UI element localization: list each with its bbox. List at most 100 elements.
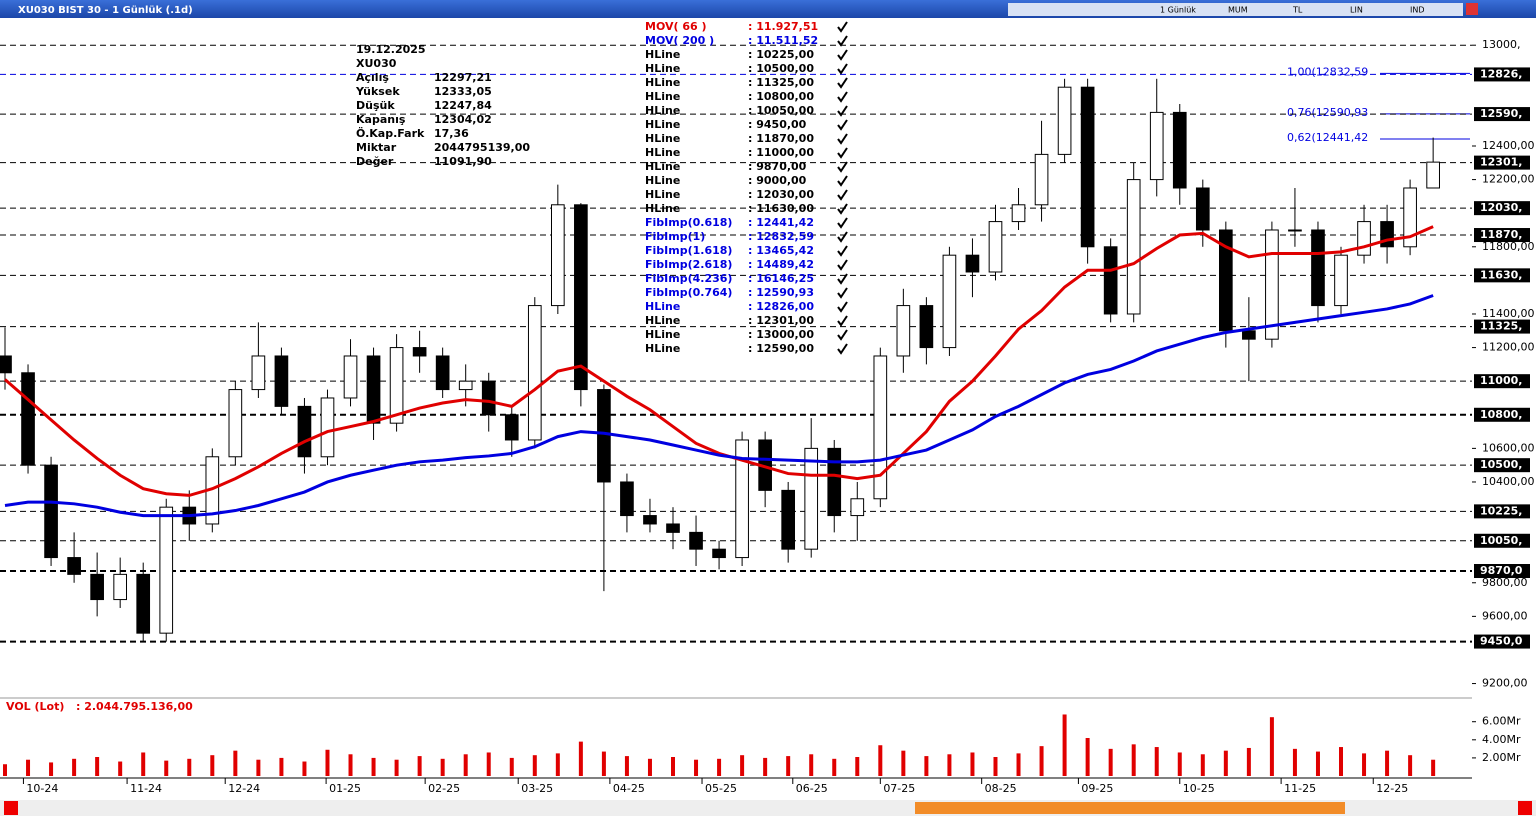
legend-value: : 9450,00	[748, 118, 807, 131]
info-key: Düşük	[356, 99, 395, 112]
ma-line	[4, 294, 1434, 518]
volume-bar	[325, 749, 330, 776]
level-box	[1474, 458, 1530, 473]
candle-body	[781, 489, 796, 550]
candle-body	[0, 355, 12, 374]
level-box-label: 10800,	[1480, 408, 1522, 421]
toolbar-item[interactable]: 1 Günlük	[1160, 6, 1196, 15]
candle-body	[804, 447, 819, 550]
toolbar-item[interactable]: LIN	[1350, 6, 1363, 15]
candle-body	[1426, 161, 1440, 189]
x-tick-label: 09-25	[1081, 782, 1113, 795]
level-box	[1474, 67, 1530, 82]
y-tick-label: 11400,00	[1482, 307, 1535, 320]
legend-name: FibImp(4.236)	[645, 272, 732, 285]
legend-value: : 11000,00	[748, 146, 814, 159]
legend-check	[837, 35, 848, 47]
level-box-label: 10050,	[1480, 534, 1522, 547]
volume-bar	[763, 757, 768, 776]
candle-body	[297, 405, 312, 458]
level-box	[1474, 634, 1530, 649]
volume-bar	[141, 752, 146, 776]
candle-body	[504, 414, 519, 441]
toolbar-item[interactable]: MUM	[1228, 6, 1248, 15]
window-title: XU030 BIST 30 - 1 Günlük (.1d)	[18, 5, 193, 16]
fib-label: 0,76(12590,93	[1287, 106, 1368, 119]
candle-body	[1242, 330, 1256, 340]
legend-value: : 11870,00	[748, 132, 814, 145]
legend-value: : 12441,42	[748, 216, 814, 229]
legend-name: FibImp(0.764)	[645, 286, 732, 299]
scroll-left[interactable]	[4, 801, 18, 815]
candle-body	[689, 531, 703, 550]
candle-body	[343, 355, 358, 399]
candle-body	[1334, 254, 1348, 307]
volume-bar	[394, 759, 399, 776]
level-box	[1474, 533, 1530, 548]
candle-body	[251, 355, 266, 391]
info-key: Yüksek	[355, 85, 400, 98]
candle-body	[1011, 204, 1026, 223]
legend-value: : 16146,25	[748, 272, 814, 285]
close-button[interactable]	[1466, 3, 1478, 15]
level-box-label: 9870,0	[1480, 564, 1523, 577]
level-box-label: 11870,	[1480, 228, 1522, 241]
legend-check	[837, 343, 848, 355]
x-tick-label: 06-25	[796, 782, 828, 795]
volume-bar	[855, 757, 860, 776]
candle-body	[1195, 187, 1210, 231]
legend-check	[837, 21, 848, 33]
level-box-label: 12590,	[1480, 107, 1522, 120]
legend-value: : 12832,59	[748, 230, 814, 243]
volume-bar	[970, 752, 975, 776]
volume-bar	[947, 754, 952, 776]
volume-bar	[3, 764, 7, 776]
volume-bar	[901, 750, 906, 776]
candle-body	[850, 498, 865, 517]
info-value: 2044795139,00	[434, 141, 530, 154]
volume-bar	[1362, 753, 1367, 776]
volume-bar	[1062, 714, 1067, 776]
legend-value: : 10050,00	[748, 104, 814, 117]
volume-bar	[1269, 717, 1274, 776]
info-key: Ö.Kap.Fark	[356, 126, 425, 140]
volume-bar	[279, 757, 284, 776]
legend-name: HLine	[645, 118, 680, 131]
legend-check	[837, 329, 848, 341]
candle-body	[159, 506, 174, 634]
scroll-right[interactable]	[1518, 801, 1532, 815]
volume-bar	[694, 759, 699, 776]
legend-check	[837, 161, 848, 173]
y-tick-label: 9200,00	[1482, 677, 1528, 690]
candle-body	[735, 439, 749, 559]
legend-check	[837, 189, 848, 201]
info-key: Değer	[356, 155, 394, 168]
info-symbol: XU030	[356, 57, 397, 70]
y-tick-label: 12200,00	[1482, 173, 1535, 186]
axis-area	[1472, 20, 1536, 780]
candle-body	[44, 464, 58, 559]
fib-label: 0,62(12441,42	[1287, 131, 1368, 144]
volume-bar	[1431, 759, 1436, 776]
level-box	[1474, 268, 1530, 283]
candle-body	[412, 347, 427, 357]
fib-label: 1,00(12832,59	[1287, 65, 1368, 78]
info-value: 12247,84	[434, 99, 492, 112]
x-tick-label: 05-25	[705, 782, 737, 795]
candle-body	[113, 573, 128, 601]
legend-name: HLine	[645, 328, 680, 341]
level-box-label: 12030,	[1480, 201, 1522, 214]
volume-bar	[1408, 755, 1413, 776]
toolbar-item[interactable]: IND	[1410, 6, 1425, 15]
volume-bar	[1131, 744, 1136, 776]
volume-bar	[1339, 747, 1344, 776]
vol-tick-label: 6.00Mr	[1482, 715, 1521, 728]
legend-name: HLine	[645, 202, 680, 215]
level-box-label: 11000,	[1480, 374, 1522, 387]
toolbar-item[interactable]: TL	[1292, 6, 1303, 15]
legend-check	[837, 175, 848, 187]
level-box	[1474, 407, 1530, 422]
volume-bar	[302, 761, 307, 776]
scroll-thumb[interactable]	[915, 802, 1345, 814]
x-tick-label: 10-25	[1183, 782, 1215, 795]
